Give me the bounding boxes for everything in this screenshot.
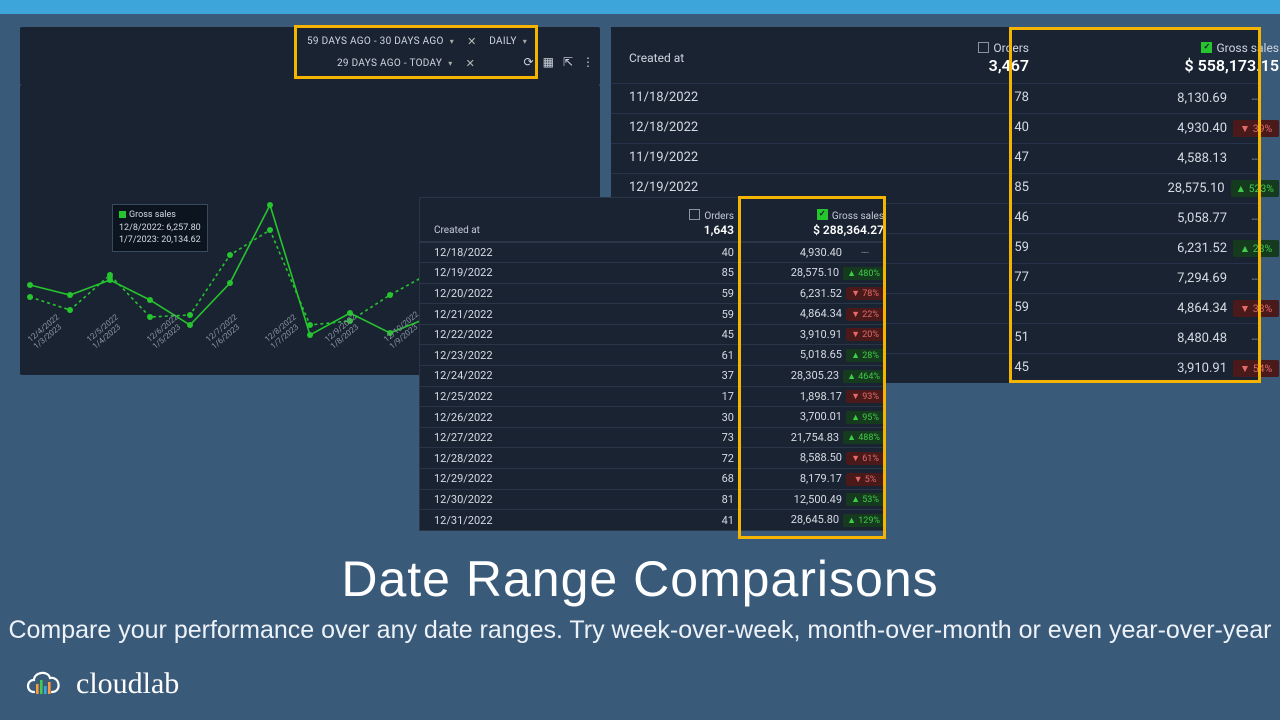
toolbar: 59 DAYS AGO - 30 DAYS AGO ▾ ✕ DAILY ▾ 29… xyxy=(20,27,600,85)
table-row[interactable]: 12/27/20227321,754.83▲ 488% xyxy=(420,427,883,448)
close-range-2-icon[interactable]: ✕ xyxy=(466,57,475,70)
table-row[interactable]: 12/24/20223728,305.23▲ 464% xyxy=(420,365,883,386)
headline-title: Date Range Comparisons xyxy=(0,550,1280,608)
chevron-down-icon: ▾ xyxy=(523,37,527,46)
orders-checkbox[interactable] xyxy=(978,42,989,53)
sales-total: $ 288,364.27 xyxy=(734,223,884,237)
table-row[interactable]: 12/30/20228112,500.49▲ 53% xyxy=(420,489,883,510)
orders-total: 3,467 xyxy=(859,56,1029,75)
tooltip-series: Gross sales xyxy=(129,210,176,220)
grid-icon[interactable]: ▦ xyxy=(543,55,554,69)
chevron-down-icon: ▾ xyxy=(450,37,454,46)
date-range-1[interactable]: 59 DAYS AGO - 30 DAYS AGO ▾ xyxy=(300,32,461,51)
table-row[interactable]: 12/26/2022303,700.01▲ 95% xyxy=(420,406,883,427)
col-created-at: Created at xyxy=(434,225,480,236)
export-icon[interactable]: ⇱ xyxy=(563,55,573,69)
date-range-2[interactable]: 29 DAYS AGO - TODAY ▾ xyxy=(330,54,460,73)
headline-subtitle: Compare your performance over any date r… xyxy=(0,614,1280,648)
sales-total: $ 558,173.15 xyxy=(1029,56,1279,75)
table-row[interactable]: 12/21/2022594,864.34▼ 22% xyxy=(420,303,883,324)
chevron-down-icon: ▾ xyxy=(448,59,452,68)
col-orders-label: Orders xyxy=(704,211,734,222)
date-range-1-label: 59 DAYS AGO - 30 DAYS AGO xyxy=(307,36,444,47)
close-range-1-icon[interactable]: ✕ xyxy=(467,35,476,48)
table-row[interactable]: 12/29/2022688,179.17▼ 5% xyxy=(420,468,883,489)
logo-text: cloudlab xyxy=(76,667,179,701)
sales-checkbox[interactable] xyxy=(817,209,828,220)
table-row[interactable]: 12/25/2022171,898.17▼ 93% xyxy=(420,386,883,407)
marketing-copy: Date Range Comparisons Compare your perf… xyxy=(0,550,1280,648)
cloud-icon xyxy=(22,666,70,702)
table-row[interactable]: 12/19/20228528,575.10▲ 480% xyxy=(420,262,883,283)
sales-checkbox[interactable] xyxy=(1201,42,1212,53)
orders-total: 1,643 xyxy=(594,223,734,237)
granularity-label: DAILY xyxy=(489,36,516,47)
brand-logo: cloudlab xyxy=(22,666,179,702)
orders-checkbox[interactable] xyxy=(689,209,700,220)
col-sales-label: Gross sales xyxy=(1216,41,1279,55)
granularity-select[interactable]: DAILY ▾ xyxy=(482,32,534,51)
col-created-at: Created at xyxy=(629,51,684,65)
table-row[interactable]: 11/18/2022788,130.69--- xyxy=(611,83,1261,113)
table-header: Created at Orders 1,643 Gross sales $ 28… xyxy=(420,198,883,242)
more-icon[interactable]: ⋮ xyxy=(582,55,594,69)
chart-tooltip: Gross sales 12/8/2022: 6,257.80 1/7/2023… xyxy=(112,204,208,252)
table-row[interactable]: 11/19/2022474,588.13--- xyxy=(611,143,1261,173)
table-row[interactable]: 12/18/2022404,930.40--- xyxy=(420,242,883,262)
tooltip-line-1: 12/8/2022: 6,257.80 xyxy=(119,222,201,235)
date-range-2-label: 29 DAYS AGO - TODAY xyxy=(337,58,442,69)
table-row[interactable]: 12/18/2022404,930.40▼ 39% xyxy=(611,113,1261,143)
table-row[interactable]: 12/23/2022615,018.65▲ 28% xyxy=(420,344,883,365)
table-header: Created at Orders 3,467 Gross sales $ 55… xyxy=(611,27,1261,83)
table-row[interactable]: 12/31/20224128,645.80▲ 129% xyxy=(420,509,883,530)
top-accent-bar xyxy=(0,0,1280,14)
col-orders-label: Orders xyxy=(993,41,1029,55)
refresh-icon[interactable]: ⟳ xyxy=(524,55,534,69)
table-row[interactable]: 12/28/2022728,588.50▼ 61% xyxy=(420,447,883,468)
table-row[interactable]: 12/20/2022596,231.52▼ 78% xyxy=(420,283,883,304)
tooltip-line-2: 1/7/2023: 20,134.62 xyxy=(119,234,201,247)
comparison-table-small: Created at Orders 1,643 Gross sales $ 28… xyxy=(419,197,884,531)
col-sales-label: Gross sales xyxy=(832,211,884,222)
table-row[interactable]: 12/22/2022453,910.91▼ 20% xyxy=(420,324,883,345)
